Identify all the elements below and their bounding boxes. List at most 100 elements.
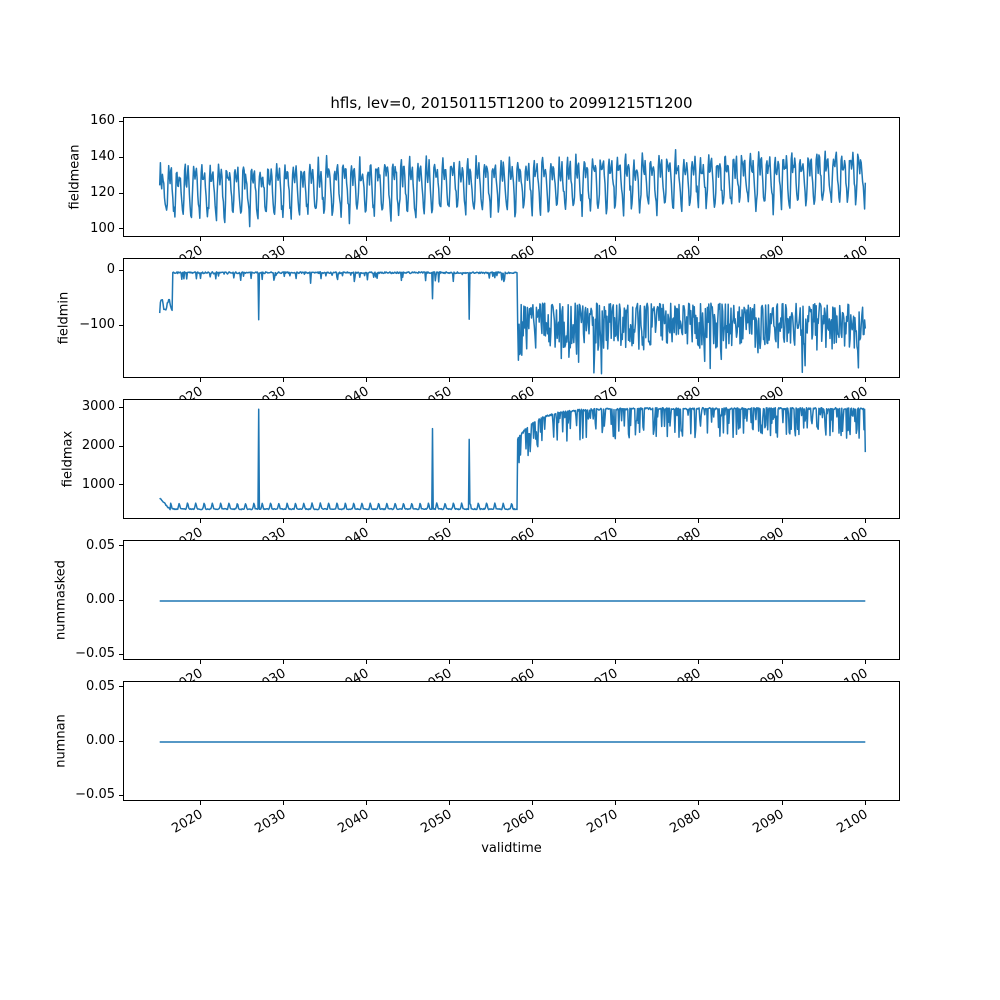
x-tick-mark bbox=[864, 378, 866, 382]
x-tick-mark bbox=[199, 519, 201, 523]
y-tick-label: 0 bbox=[106, 262, 115, 278]
x-tick-label: 2050 bbox=[418, 666, 455, 681]
x-tick-mark bbox=[199, 801, 201, 805]
x-tick-mark bbox=[864, 519, 866, 523]
x-tick-label: 2080 bbox=[667, 243, 704, 258]
x-tick-mark bbox=[449, 378, 451, 382]
x-tick-label: 2080 bbox=[667, 807, 704, 837]
x-tick-label: 2070 bbox=[584, 666, 621, 681]
x-tick-mark bbox=[615, 660, 617, 664]
x-tick-label: 2060 bbox=[501, 243, 538, 258]
x-tick-mark bbox=[615, 801, 617, 805]
x-tick-mark bbox=[781, 801, 783, 805]
x-tick-label: 2020 bbox=[169, 525, 206, 540]
x-tick-label: 2100 bbox=[834, 525, 871, 540]
series-line-fieldmean bbox=[158, 148, 867, 228]
x-tick-mark bbox=[532, 801, 534, 805]
x-tick-mark bbox=[282, 660, 284, 664]
x-tick-label: 2090 bbox=[750, 807, 788, 837]
x-tick-mark bbox=[282, 237, 284, 241]
x-tick-mark bbox=[698, 519, 700, 523]
x-tick-mark bbox=[781, 519, 783, 523]
y-tick-label: 0.00 bbox=[86, 592, 115, 607]
x-tick-label: 2100 bbox=[834, 384, 871, 399]
x-tick-label: 2050 bbox=[418, 525, 455, 540]
x-tick-label: 2040 bbox=[335, 807, 372, 837]
x-tick-mark bbox=[698, 378, 700, 382]
x-tick-mark bbox=[615, 237, 617, 241]
x-tick-mark bbox=[282, 519, 284, 523]
x-tick-mark bbox=[449, 519, 451, 523]
x-tick-mark bbox=[698, 660, 700, 664]
x-tick-mark bbox=[366, 801, 368, 805]
x-tick-label: 2040 bbox=[335, 666, 372, 681]
x-tick-mark bbox=[282, 801, 284, 805]
xtick-strip-bottom: 2020 2030 2040 2050 2060 2070 2080 2090 2100 bbox=[0, 801, 1000, 847]
x-tick-label: 2070 bbox=[584, 243, 621, 258]
y-tick-mark bbox=[119, 653, 123, 655]
xtick-strip-1: 2020 2030 2040 2050 2060 2070 2080 2090 2100 bbox=[0, 378, 1000, 399]
x-tick-label: 2070 bbox=[584, 807, 621, 837]
x-tick-label: 2080 bbox=[667, 384, 704, 399]
x-tick-mark bbox=[781, 237, 783, 241]
x-tick-mark bbox=[449, 237, 451, 241]
x-tick-label: 2020 bbox=[169, 807, 206, 837]
x-tick-mark bbox=[698, 237, 700, 241]
y-tick-label: 3000 bbox=[81, 399, 115, 415]
y-tick-mark bbox=[119, 445, 123, 447]
x-tick-mark bbox=[615, 378, 617, 382]
y-tick-mark bbox=[119, 324, 123, 326]
x-tick-mark bbox=[781, 660, 783, 664]
x-tick-label: 2020 bbox=[169, 243, 206, 258]
x-tick-label: 2030 bbox=[252, 666, 289, 681]
y-tick-mark bbox=[119, 156, 123, 158]
x-tick-mark bbox=[449, 801, 451, 805]
x-tick-mark bbox=[864, 237, 866, 241]
y-tick-label: −100 bbox=[79, 317, 115, 333]
x-tick-mark bbox=[366, 519, 368, 523]
y-tick-label: −0.05 bbox=[75, 646, 115, 662]
x-tick-mark bbox=[199, 237, 201, 241]
x-tick-mark bbox=[199, 660, 201, 664]
x-tick-label: 2040 bbox=[335, 525, 372, 540]
x-tick-label: 2020 bbox=[169, 666, 206, 681]
x-tick-label: 2050 bbox=[418, 384, 455, 399]
y-tick-label: 0.00 bbox=[86, 733, 115, 748]
x-tick-label: 2090 bbox=[750, 525, 788, 540]
y-tick-mark bbox=[119, 794, 123, 796]
x-tick-label: 2030 bbox=[252, 807, 289, 837]
x-tick-label: 2040 bbox=[335, 384, 372, 399]
y-tick-label: 100 bbox=[90, 220, 115, 236]
y-tick-mark bbox=[119, 269, 123, 271]
x-tick-mark bbox=[864, 660, 866, 664]
x-tick-label: 2080 bbox=[667, 666, 704, 681]
x-tick-label: 2060 bbox=[501, 384, 538, 399]
x-tick-label: 2070 bbox=[584, 525, 621, 540]
x-tick-mark bbox=[615, 519, 617, 523]
x-tick-mark bbox=[366, 660, 368, 664]
x-axis-label: validtime bbox=[481, 841, 542, 856]
xtick-strip-0: 2020 2030 2040 2050 2060 2070 2080 2090 2100 bbox=[0, 237, 1000, 258]
y-tick-mark bbox=[119, 545, 123, 547]
x-tick-label: 2050 bbox=[418, 243, 455, 258]
y-tick-label: 1000 bbox=[81, 476, 115, 492]
x-tick-label: 2070 bbox=[584, 384, 621, 399]
x-tick-label: 2030 bbox=[252, 525, 289, 540]
x-tick-mark bbox=[698, 801, 700, 805]
x-tick-mark bbox=[449, 660, 451, 664]
y-tick-label: −0.05 bbox=[75, 787, 115, 803]
x-tick-label: 2060 bbox=[501, 525, 538, 540]
plot-area-fieldmin bbox=[123, 258, 900, 378]
y-tick-label: 140 bbox=[90, 149, 115, 165]
x-tick-mark bbox=[864, 801, 866, 805]
y-tick-label: 0.05 bbox=[86, 678, 115, 694]
x-tick-mark bbox=[282, 378, 284, 382]
y-tick-mark bbox=[119, 484, 123, 486]
x-tick-mark bbox=[532, 519, 534, 523]
y-tick-label: 2000 bbox=[81, 438, 115, 454]
y-tick-mark bbox=[119, 740, 123, 742]
x-tick-mark bbox=[781, 378, 783, 382]
x-tick-mark bbox=[366, 237, 368, 241]
x-tick-mark bbox=[199, 378, 201, 382]
y-tick-label: 0.05 bbox=[86, 537, 115, 553]
